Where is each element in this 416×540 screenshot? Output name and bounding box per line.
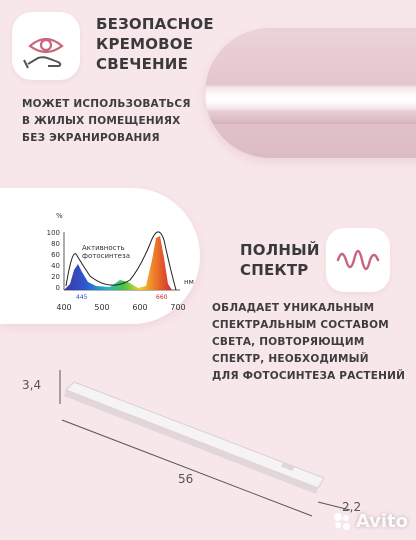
safe-glow-description: МОЖЕТ ИСПОЛЬЗОВАТЬСЯ В ЖИЛЫХ ПОМЕЩЕНИЯХ … bbox=[22, 96, 191, 147]
full-spectrum-desc-line-2: СПЕКТРАЛЬНЫМ СОСТАВОМ bbox=[212, 319, 389, 331]
curve-label-line-1: Активность bbox=[82, 244, 125, 252]
y-tick: 100 bbox=[47, 229, 60, 237]
safe-glow-icon-tile bbox=[12, 12, 80, 80]
length-marker bbox=[61, 419, 313, 517]
curve-label-line-2: фотосинтеза bbox=[82, 252, 130, 260]
depth-marker bbox=[317, 501, 351, 511]
full-spectrum-desc-line-5: ДЛЯ ФОТОСИНТЕЗА РАСТЕНИЙ bbox=[212, 370, 406, 382]
full-spectrum-desc-line-3: СВЕТА, ПОВТОРЯЮЩИМ bbox=[212, 336, 365, 348]
avito-text: Avito bbox=[355, 511, 408, 532]
full-spectrum-title: ПОЛНЫЙ СПЕКТР bbox=[240, 240, 320, 280]
x-tick: 700 bbox=[170, 303, 185, 312]
spectrum-fill bbox=[64, 236, 172, 290]
full-spectrum-title-line-2: СПЕКТР bbox=[240, 261, 309, 279]
safe-glow-title-line-3: СВЕЧЕНИЕ bbox=[96, 55, 189, 73]
lamp-glow-photo bbox=[205, 28, 416, 158]
avito-watermark: Avito bbox=[333, 511, 408, 532]
lamp-switch bbox=[281, 461, 295, 471]
safe-glow-title: БЕЗОПАСНОЕ КРЕМОВОЕ СВЕЧЕНИЕ bbox=[96, 14, 214, 74]
dimension-height: 3,4 bbox=[22, 378, 42, 392]
y-tick: 40 bbox=[51, 262, 60, 270]
y-tick: 20 bbox=[51, 273, 60, 281]
avito-dots-icon bbox=[333, 512, 352, 531]
lamp-dimension-drawing bbox=[59, 370, 351, 517]
x-tick: 400 bbox=[56, 303, 71, 312]
full-spectrum-desc-line-4: СПЕКТР, НЕОБХОДИМЫЙ bbox=[212, 353, 369, 365]
full-spectrum-title-line-1: ПОЛНЫЙ bbox=[240, 241, 320, 259]
photosynthesis-curve bbox=[65, 231, 177, 291]
y-tick: 60 bbox=[51, 251, 60, 259]
x-tick: 500 bbox=[94, 303, 109, 312]
safe-glow-title-line-2: КРЕМОВОЕ bbox=[96, 35, 194, 53]
y-unit-label: % bbox=[56, 212, 63, 220]
full-spectrum-icon-tile bbox=[326, 228, 390, 292]
lamp-tube bbox=[65, 381, 325, 489]
peak-label-blue: 445 bbox=[76, 294, 88, 301]
y-tick: 80 bbox=[51, 240, 60, 248]
dimension-depth: 2,2 bbox=[342, 500, 362, 514]
x-tick: 600 bbox=[132, 303, 147, 312]
spectrum-chart-panel: % 100 80 60 40 20 0 Активность фотосинте… bbox=[0, 188, 200, 324]
y-tick: 0 bbox=[56, 284, 60, 292]
full-spectrum-description: ОБЛАДАЕТ УНИКАЛЬНЫМ СПЕКТРАЛЬНЫМ СОСТАВО… bbox=[212, 300, 405, 385]
dimension-length: 56 bbox=[178, 472, 194, 486]
eye-hand-icon bbox=[23, 37, 64, 69]
lamp-tube-shadow bbox=[64, 390, 318, 494]
safe-glow-desc-line-3: БЕЗ ЭКРАНИРОВАНИЯ bbox=[22, 132, 160, 144]
safe-glow-title-line-1: БЕЗОПАСНОЕ bbox=[96, 15, 214, 33]
lamp-housing bbox=[205, 110, 416, 124]
lamp-light-strip bbox=[205, 86, 416, 112]
safe-glow-desc-line-1: МОЖЕТ ИСПОЛЬЗОВАТЬСЯ bbox=[22, 98, 191, 110]
x-unit-label: нм bbox=[184, 278, 194, 286]
spectrum-chart: % 100 80 60 40 20 0 Активность фотосинте… bbox=[47, 212, 194, 312]
safe-glow-desc-line-2: В ЖИЛЫХ ПОМЕЩЕНИЯХ bbox=[22, 115, 181, 127]
peak-label-red: 660 bbox=[156, 294, 168, 301]
full-spectrum-desc-line-1: ОБЛАДАЕТ УНИКАЛЬНЫМ bbox=[212, 302, 375, 314]
wave-signal-icon bbox=[336, 249, 380, 271]
